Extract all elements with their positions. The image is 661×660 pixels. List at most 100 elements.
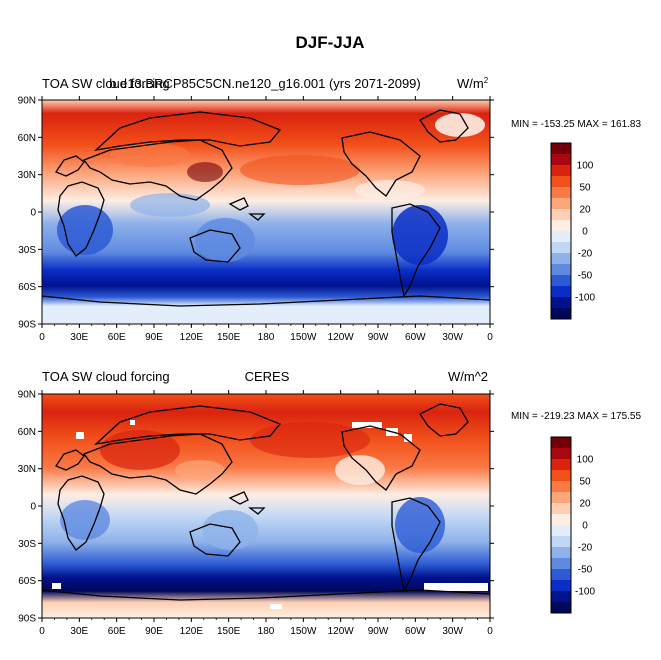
panel-stats: MIN = -153.25 MAX = 161.83 <box>511 119 642 130</box>
colorbar-label: 0 <box>582 521 588 532</box>
map-panel-ceres: TOA SW cloud forcing CERES W/m^2 <box>18 369 642 637</box>
coastlines <box>41 109 491 307</box>
panel-stats: MIN = -219.23 MAX = 175.55 <box>511 411 642 422</box>
longitude-axis: 0 30E 60E 90E 120E 150E 180 150W 120W 90W 60W 30W 0 <box>39 96 493 343</box>
lat-label: 30S <box>18 245 36 256</box>
colorbar-swatch <box>551 242 571 254</box>
colorbar-swatch <box>551 198 571 210</box>
lon-label: 120E <box>180 626 204 637</box>
lat-label: 0 <box>30 502 36 513</box>
colorbar-swatch <box>551 154 571 166</box>
lon-label: 0 <box>487 332 493 343</box>
panel-center-title: b.e13.BRCP85C5CN.ne120_g16.001 (yrs 2071… <box>109 76 420 91</box>
lon-label: 90E <box>145 332 163 343</box>
colorbar-swatch <box>551 492 571 504</box>
colorbar-label: -20 <box>578 543 593 554</box>
lon-label: 60E <box>108 332 126 343</box>
lat-label: 60N <box>18 427 36 438</box>
panel-units: W/m2 <box>457 76 489 91</box>
lat-label: 60S <box>18 576 36 587</box>
colorbar-swatch <box>551 591 571 603</box>
colorbar-swatch <box>551 602 571 614</box>
lon-label: 30E <box>70 332 88 343</box>
latitude-axis: 90N 60N 30N 0 30S 60S 90S <box>18 390 494 625</box>
colorbar-label: -50 <box>578 271 593 282</box>
lon-label: 150E <box>217 626 241 637</box>
lon-label: 0 <box>39 332 45 343</box>
colorbar-swatch <box>551 525 571 537</box>
colorbar-label: 50 <box>579 477 591 488</box>
lat-label: 60S <box>18 282 36 293</box>
colorbar-swatch <box>551 547 571 559</box>
lon-label: 150E <box>217 332 241 343</box>
colorbar-swatch <box>551 569 571 581</box>
colorbar-swatch <box>551 470 571 482</box>
lat-label: 90S <box>18 320 36 331</box>
lon-label: 150W <box>290 626 317 637</box>
colorbar-label: -100 <box>575 587 595 598</box>
colorbar-swatch <box>551 459 571 471</box>
colorbar-swatch <box>551 209 571 221</box>
colorbar: 100 50 20 0 -20 -50 -100 <box>550 436 595 614</box>
lat-label: 0 <box>30 208 36 219</box>
longitude-axis: 0 30E 60E 90E 120E 150E 180 150W 120W 90W 60W 30W 0 <box>39 390 493 637</box>
field-anomalies <box>60 422 445 553</box>
colorbar-label: -50 <box>578 565 593 576</box>
colorbar-swatch <box>551 580 571 592</box>
lon-label: 180 <box>258 626 275 637</box>
lon-label: 120E <box>180 332 204 343</box>
colorbar-label: 20 <box>579 499 591 510</box>
colorbar-swatch <box>551 437 571 449</box>
colorbar-swatch <box>551 514 571 526</box>
colorbar-label: -20 <box>578 249 593 260</box>
lon-label: 0 <box>487 626 493 637</box>
panel-center-title: CERES <box>245 369 290 384</box>
panel-left-title: TOA SW cloud forcing <box>42 76 170 91</box>
colorbar-swatch <box>551 481 571 493</box>
lon-label: 150W <box>290 332 317 343</box>
colorbar-swatch <box>551 165 571 177</box>
colorbar-swatch <box>551 187 571 199</box>
lon-label: 60E <box>108 626 126 637</box>
colorbar-label: -100 <box>575 293 595 304</box>
lon-label: 180 <box>258 332 275 343</box>
lon-label: 90E <box>145 626 163 637</box>
lat-label: 90N <box>18 96 36 107</box>
lon-label: 30W <box>442 626 463 637</box>
figure-title: DJF-JJA <box>296 33 365 52</box>
colorbar-swatch <box>551 503 571 515</box>
colorbar-swatch <box>551 558 571 570</box>
map-panel-model: TOA SW cloud forcing b.e13.BRCP85C5CN.ne… <box>18 76 642 343</box>
colorbar-frame <box>550 436 572 614</box>
lon-label: 90W <box>368 332 389 343</box>
lat-label: 30N <box>18 170 36 181</box>
colorbar-swatch <box>551 220 571 232</box>
lat-label: 90N <box>18 390 36 401</box>
coastlines <box>41 403 491 601</box>
colorbar-swatch <box>551 264 571 276</box>
lon-label: 120W <box>328 332 355 343</box>
colorbar-label: 20 <box>579 205 591 216</box>
colorbar-swatch <box>551 275 571 287</box>
lon-label: 30W <box>442 332 463 343</box>
colorbar-swatch <box>551 536 571 548</box>
colorbar-swatch <box>551 176 571 188</box>
lon-label: 60W <box>405 332 426 343</box>
colorbar-swatch <box>551 448 571 460</box>
lon-label: 120W <box>328 626 355 637</box>
colorbar-label: 0 <box>582 227 588 238</box>
colorbar-label: 100 <box>577 455 594 466</box>
lon-label: 30E <box>70 626 88 637</box>
colorbar: 100 50 20 0 -20 -50 -100 <box>550 142 595 320</box>
colorbar-swatch <box>551 286 571 298</box>
lon-label: 90W <box>368 626 389 637</box>
lat-label: 30S <box>18 539 36 550</box>
panel-left-title: TOA SW cloud forcing <box>42 369 170 384</box>
colorbar-swatch <box>551 297 571 309</box>
lat-label: 60N <box>18 133 36 144</box>
colorbar-swatch <box>551 143 571 155</box>
panel-units: W/m^2 <box>448 369 488 384</box>
lon-label: 0 <box>39 626 45 637</box>
